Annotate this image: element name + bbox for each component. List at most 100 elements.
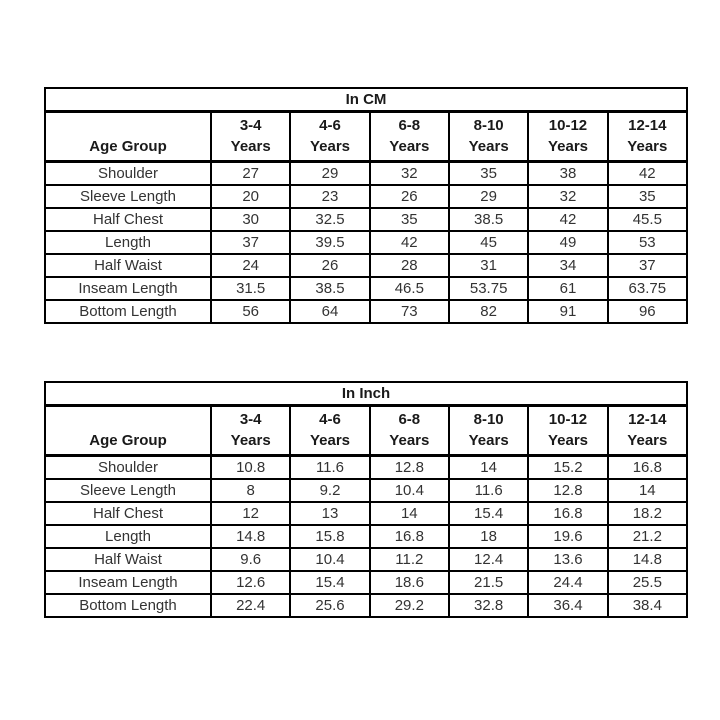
measurement-value: 25.6 (289, 593, 371, 618)
age-range: 10-12 (548, 117, 588, 134)
table-row: Half Chest 12 13 14 15.4 16.8 18.2 (44, 501, 689, 526)
measurement-value: 26 (368, 184, 450, 209)
age-column-header: 4-6 Years (289, 110, 371, 163)
measurement-value: 63.75 (606, 276, 689, 301)
measurement-value: 10.4 (368, 478, 450, 503)
measurement-value: 18.2 (606, 501, 689, 526)
measurement-value: 9.6 (209, 547, 292, 572)
table-row: Bottom Length 56 64 73 82 91 96 (44, 299, 689, 324)
measurement-value: 13 (289, 501, 371, 526)
measurement-value: 39.5 (289, 230, 371, 255)
age-column-header: 6-8 Years (368, 110, 450, 163)
age-range: 3-4 (239, 117, 262, 134)
measurement-value: 61 (527, 276, 609, 301)
table-row: Half Waist 24 26 28 31 34 37 (44, 253, 689, 278)
measurement-value: 8 (209, 478, 292, 503)
table-row: Half Chest 30 32.5 35 38.5 42 45.5 (44, 207, 689, 232)
measurement-value: 45 (447, 230, 530, 255)
measurement-value: 14 (606, 478, 689, 503)
measurement-label: Bottom Length (44, 299, 212, 324)
measurement-value: 34 (527, 253, 609, 278)
age-unit: Years (230, 138, 271, 155)
measurement-value: 31.5 (209, 276, 292, 301)
age-column-header: 4-6 Years (289, 404, 371, 457)
measurement-value: 29 (289, 160, 371, 186)
measurement-value: 16.8 (368, 524, 450, 549)
measurement-value: 35 (606, 184, 689, 209)
measurement-value: 24.4 (527, 570, 609, 595)
measurement-value: 10.4 (289, 547, 371, 572)
measurement-value: 15.2 (527, 454, 609, 480)
age-column-header: 3-4 Years (209, 404, 292, 457)
size-table-cm: In CM Age Group 3-4 Years 4-6 Years 6-8 Years 8-… (44, 87, 689, 324)
measurement-label: Length (44, 524, 212, 549)
measurement-label: Half Chest (44, 207, 212, 232)
table-row: Sleeve Length 20 23 26 29 32 35 (44, 184, 689, 209)
age-unit: Years (468, 432, 509, 449)
measurement-label: Shoulder (44, 454, 212, 480)
measurement-value: 20 (209, 184, 292, 209)
age-unit: Years (547, 432, 588, 449)
age-range: 12-14 (628, 117, 667, 134)
age-column-header: 8-10 Years (447, 110, 530, 163)
measurement-value: 32 (527, 184, 609, 209)
measurement-value: 25.5 (606, 570, 689, 595)
measurement-value: 15.4 (447, 501, 530, 526)
measurement-label: Half Waist (44, 547, 212, 572)
measurement-value: 12.4 (447, 547, 530, 572)
table-row: Length 14.8 15.8 16.8 18 19.6 21.2 (44, 524, 689, 549)
measurement-value: 11.6 (289, 454, 371, 480)
table-row: Shoulder 27 29 32 35 38 42 (44, 160, 689, 186)
table-row: Shoulder 10.8 11.6 12.8 14 15.2 16.8 (44, 454, 689, 480)
measurement-label: Shoulder (44, 160, 212, 186)
age-unit: Years (389, 138, 430, 155)
measurement-label: Bottom Length (44, 593, 212, 618)
measurement-value: 15.4 (289, 570, 371, 595)
measurement-label: Sleeve Length (44, 478, 212, 503)
table-row: Inseam Length 12.6 15.4 18.6 21.5 24.4 25.5 (44, 570, 689, 595)
age-column-header: 6-8 Years (368, 404, 450, 457)
age-unit: Years (309, 138, 351, 155)
age-range: 3-4 (239, 411, 262, 428)
age-range: 10-12 (548, 411, 588, 428)
table-row: Bottom Length 22.4 25.6 29.2 32.8 36.4 38.4 (44, 593, 689, 618)
measurement-value: 56 (209, 299, 292, 324)
age-unit: Years (627, 432, 668, 449)
measurement-value: 35 (368, 207, 450, 232)
measurement-value: 45.5 (606, 207, 689, 232)
measurement-value: 29 (447, 184, 530, 209)
measurement-label: Length (44, 230, 212, 255)
measurement-value: 91 (527, 299, 609, 324)
age-range: 8-10 (473, 117, 504, 134)
measurement-label: Inseam Length (44, 276, 212, 301)
measurement-label: Half Chest (44, 501, 212, 526)
table-row: Half Waist 9.6 10.4 11.2 12.4 13.6 14.8 (44, 547, 689, 572)
measurement-value: 23 (289, 184, 371, 209)
table-title: In CM (44, 87, 688, 113)
table-row: Sleeve Length 8 9.2 10.4 11.6 12.8 14 (44, 478, 689, 503)
measurement-value: 32.5 (289, 207, 371, 232)
measurement-value: 14 (447, 454, 530, 480)
age-range: 4-6 (319, 117, 341, 134)
age-unit: Years (230, 432, 271, 449)
age-column-header: 12-14 Years (606, 404, 689, 457)
table-header-row: Age Group 3-4 Years 4-6 Years 6-8 Years 8-10 Yea… (44, 110, 689, 163)
size-table-inch: In Inch Age Group 3-4 Years 4-6 Years 6-8 Years… (44, 381, 689, 618)
measurement-value: 9.2 (289, 478, 371, 503)
age-unit: Years (547, 138, 588, 155)
measurement-value: 73 (368, 299, 450, 324)
measurement-label: Half Waist (44, 253, 212, 278)
age-unit: Years (468, 138, 509, 155)
measurement-value: 38 (527, 160, 609, 186)
measurement-value: 53 (606, 230, 689, 255)
age-column-header: 8-10 Years (447, 404, 530, 457)
table-row: Length 37 39.5 42 45 49 53 (44, 230, 689, 255)
measurement-value: 15.8 (289, 524, 371, 549)
measurement-value: 16.8 (527, 501, 609, 526)
measurement-value: 16.8 (606, 454, 689, 480)
table-header-row: Age Group 3-4 Years 4-6 Years 6-8 Years 8-10 Yea… (44, 404, 689, 457)
measurement-value: 13.6 (527, 547, 609, 572)
measurement-value: 18.6 (368, 570, 450, 595)
measurement-value: 14.8 (606, 547, 689, 572)
age-column-header: 3-4 Years (209, 110, 292, 163)
